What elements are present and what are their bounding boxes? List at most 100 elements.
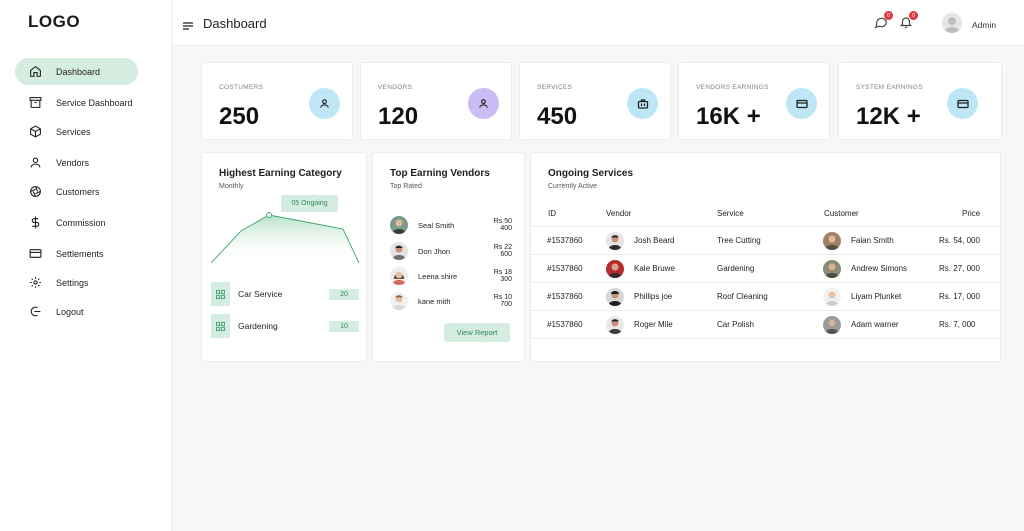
user-avatar-icon	[944, 17, 960, 33]
service-name: Roof Cleaning	[717, 292, 768, 301]
panel-title: Highest Earning Category	[219, 168, 342, 179]
sidebar-item-vendors[interactable]: Vendors	[15, 149, 138, 176]
category-row[interactable]: Car Service 20	[211, 282, 359, 306]
avatar[interactable]	[942, 13, 962, 33]
vendor-row[interactable]: Seal Smith Rs 50 400	[390, 216, 512, 234]
stat-label: COSTUMERS	[219, 84, 264, 91]
avatar	[390, 267, 408, 285]
price: Rs. 54, 000	[939, 236, 980, 245]
sidebar-item-logout[interactable]: Logout	[15, 298, 138, 325]
column-header-vendor[interactable]: Vendor	[606, 209, 632, 218]
sidebar-item-label: Customers	[56, 186, 100, 197]
stat-card-vendors-earnings: VENDORS EARNINGS 16K +	[678, 62, 830, 140]
archive-icon	[28, 96, 42, 110]
customer-name: Liyam Plunket	[851, 292, 902, 301]
category-row[interactable]: Gardening 10	[211, 314, 359, 338]
avatar	[823, 260, 841, 278]
sidebar-item-dashboard[interactable]: Dashboard	[15, 58, 138, 85]
column-header-service[interactable]: Service	[717, 209, 744, 218]
sidebar-item-label: Settings	[56, 277, 89, 288]
user-icon	[468, 88, 499, 119]
sidebar-item-label: Settlements	[56, 248, 104, 259]
dollar-icon	[28, 216, 42, 230]
service-id: #1537860	[547, 264, 583, 273]
service-id: #1537860	[547, 292, 583, 301]
table-row[interactable]: #1537860 Phillips joe Roof Cleaning Liya…	[531, 282, 1001, 310]
avatar	[606, 288, 624, 306]
service-name: Car Polish	[717, 320, 754, 329]
card-icon	[947, 88, 978, 119]
sidebar-item-settlements[interactable]: Settlements	[15, 240, 138, 267]
notifications-button[interactable]: 0	[899, 11, 918, 29]
chat-icon	[874, 17, 887, 29]
vendor-row[interactable]: Leena shire Rs 18 300	[390, 267, 512, 285]
stat-value: 450	[537, 103, 578, 130]
column-header-price[interactable]: Price	[962, 209, 981, 218]
sidebar-item-settings[interactable]: Settings	[15, 269, 138, 296]
gear-icon	[28, 276, 42, 290]
chat-button[interactable]: 0	[874, 11, 893, 29]
category-count: 20	[329, 288, 359, 300]
vendor-name: Don Jhon	[418, 246, 451, 256]
customer-name: Adam warner	[851, 320, 899, 329]
box-icon	[28, 125, 42, 139]
panel-subtitle: Monthly	[219, 183, 244, 190]
ongoing-services-panel: Ongoing Services Currently Active ID Ven…	[530, 152, 1001, 362]
column-header-customer[interactable]: Customer	[824, 209, 859, 218]
sidebar-item-services[interactable]: Services	[15, 118, 138, 145]
price: Rs. 7, 000	[939, 320, 976, 329]
sidebar-item-label: Service Dashboard	[56, 97, 133, 108]
avatar	[823, 288, 841, 306]
avatar	[606, 316, 624, 334]
stat-card-system-earnings: SYSTEM EARNINGS 12K +	[838, 62, 1002, 140]
column-header-id[interactable]: ID	[548, 209, 556, 218]
notifications-badge: 0	[909, 11, 918, 20]
avatar	[606, 260, 624, 278]
aperture-icon	[28, 185, 42, 199]
vendor-amount: Rs 10 700	[493, 294, 512, 308]
customer-name: Andrew Simons	[851, 264, 908, 273]
vendor-row[interactable]: Don Jhon Rs 22 600	[390, 242, 512, 260]
earning-trend-chart	[211, 212, 360, 264]
grid-icon	[211, 282, 230, 306]
table-row[interactable]: #1537860 Kale Bruwe Gardening Andrew Sim…	[531, 254, 1001, 282]
messages-badge: 0	[884, 11, 893, 20]
category-label: Gardening	[238, 321, 278, 331]
logo: LOGO	[28, 12, 81, 31]
stat-card-vendors: VENDORS 120	[360, 62, 512, 140]
chart-tooltip: 05 Ongoing	[281, 195, 338, 212]
sidebar-item-label: Commission	[56, 217, 106, 228]
sidebar-item-label: Dashboard	[56, 66, 101, 77]
credit-card-icon	[28, 247, 42, 261]
service-name: Gardening	[717, 264, 755, 273]
sidebar-item-service-dashboard[interactable]: Service Dashboard	[15, 89, 138, 116]
top-earning-vendors-panel: Top Earning Vendors Top Rated Seal Smith…	[372, 152, 525, 362]
table-row[interactable]: #1537860 Josh Beard Tree Cutting Falan S…	[531, 226, 1001, 254]
user-name[interactable]: Admin	[972, 20, 997, 30]
stat-value: 16K +	[696, 103, 761, 130]
panel-subtitle: Currently Active	[548, 183, 598, 190]
panel-title: Top Earning Vendors	[390, 168, 490, 179]
trend-marker	[266, 212, 272, 218]
vendor-amount: Rs 22 600	[493, 244, 512, 258]
table-divider	[531, 338, 1001, 339]
stat-card-services: SERVICES 450	[519, 62, 671, 140]
table-row[interactable]: #1537860 Roger Mile Car Polish Adam warn…	[531, 310, 1001, 338]
view-report-button[interactable]: View Report	[444, 323, 510, 342]
service-id: #1537860	[547, 320, 583, 329]
stat-card-customers: COSTUMERS 250	[201, 62, 353, 140]
avatar	[823, 316, 841, 334]
menu-icon[interactable]	[183, 18, 193, 30]
vendor-amount: Rs 18 300	[493, 269, 512, 283]
vendor-row[interactable]: kane mith Rs 10 700	[390, 292, 512, 310]
vendor-name: Kale Bruwe	[634, 264, 675, 273]
sidebar-item-customers[interactable]: Customers	[15, 178, 138, 205]
avatar	[823, 232, 841, 250]
sidebar-item-commission[interactable]: Commission	[15, 209, 138, 236]
category-label: Car Service	[238, 289, 283, 299]
stat-value: 12K +	[856, 103, 921, 130]
service-id: #1537860	[547, 236, 583, 245]
logout-icon	[28, 305, 42, 319]
stat-value: 250	[219, 103, 260, 130]
customer-name: Falan Smith	[851, 236, 894, 245]
